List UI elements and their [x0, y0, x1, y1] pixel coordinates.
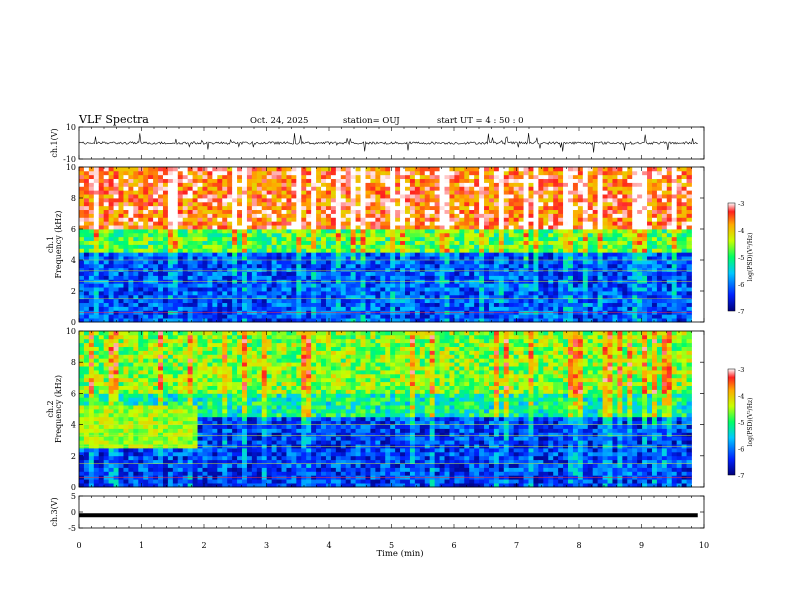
- cbar-tick-2-3: -6: [738, 446, 744, 454]
- colorbar-ch1: [727, 202, 736, 312]
- ytick-label-1-4: 8: [71, 194, 76, 203]
- xtick-label-2: 2: [201, 541, 206, 550]
- colorbar-ch2: [727, 368, 736, 476]
- station-label: station= OUJ: [343, 116, 400, 126]
- date-label: Oct. 24, 2025: [250, 116, 308, 126]
- ytick-label-1-5: 10: [66, 163, 76, 172]
- cbar-label-1: log(PSD)(V²/Hz): [747, 233, 754, 282]
- ylabel-1-b: Frequency (kHz): [54, 210, 63, 278]
- ytick-label-3-2: -5: [68, 524, 76, 533]
- ch1-trace: [78, 132, 698, 153]
- x-axis-label: Time (min): [376, 548, 423, 559]
- frame-3: [78, 495, 705, 529]
- cbar-tick-1-0: -3: [738, 200, 744, 208]
- xtick-label-6: 6: [451, 541, 456, 550]
- ytick-label-2-4: 8: [71, 358, 76, 367]
- ylabel-2-a: ch.2: [46, 400, 55, 417]
- ytick-label-2-3: 6: [71, 389, 76, 398]
- ytick-label-1-0: 0: [71, 318, 76, 327]
- xtick-label-4: 4: [326, 541, 331, 550]
- ytick-label-2-2: 4: [71, 421, 76, 430]
- ytick-label-1-2: 4: [71, 256, 76, 265]
- start-ut-label: start UT = 4 : 50 : 0: [437, 116, 524, 126]
- spectrogram-ch1: [79, 167, 692, 323]
- cbar-tick-1-2: -5: [738, 254, 744, 262]
- ytick-label-1-3: 6: [71, 225, 76, 234]
- cbar-tick-2-0: -3: [738, 366, 744, 374]
- cbar-tick-2-1: -4: [738, 393, 744, 401]
- xtick-label-1: 1: [139, 541, 144, 550]
- xtick-label-7: 7: [514, 541, 519, 550]
- xtick-label-9: 9: [639, 541, 644, 550]
- ytick-label-3-1: 0: [71, 508, 76, 517]
- xtick-label-8: 8: [576, 541, 581, 550]
- spectrogram-ch2: [79, 331, 692, 488]
- ytick-label-2-0: 0: [71, 483, 76, 492]
- cbar-tick-1-3: -6: [738, 281, 744, 289]
- ytick-label-1-1: 2: [71, 287, 76, 296]
- cbar-tick-1-1: -4: [738, 227, 744, 235]
- ylabel-ch3: ch.3(V): [50, 497, 59, 526]
- ylabel-2-b: Frequency (kHz): [54, 375, 63, 443]
- ylabel-1-a: ch.1: [46, 236, 55, 253]
- cbar-label-2: log(PSD)(V²/Hz): [747, 398, 754, 447]
- chart-title: VLF Spectra: [78, 113, 149, 126]
- cbar-tick-2-2: -5: [738, 419, 744, 427]
- cbar-tick-2-4: -7: [738, 472, 744, 480]
- ylabel-ch1-wave: ch.1(V): [50, 128, 59, 157]
- xtick-label-3: 3: [264, 541, 269, 550]
- ytick-label-0-1: -10: [63, 155, 76, 164]
- colorbar-ch2-gradient: [727, 368, 736, 476]
- ytick-label-2-5: 10: [66, 327, 76, 336]
- ytick-label-0-0: 10: [66, 123, 76, 132]
- xtick-label-5: 5: [389, 541, 394, 550]
- xtick-label-0: 0: [76, 541, 81, 550]
- colorbar-ch1-gradient: [727, 202, 736, 312]
- ytick-label-3-0: 5: [71, 492, 76, 501]
- ytick-label-2-1: 2: [71, 452, 76, 461]
- xtick-label-10: 10: [699, 541, 709, 550]
- cbar-tick-1-4: -7: [738, 308, 744, 316]
